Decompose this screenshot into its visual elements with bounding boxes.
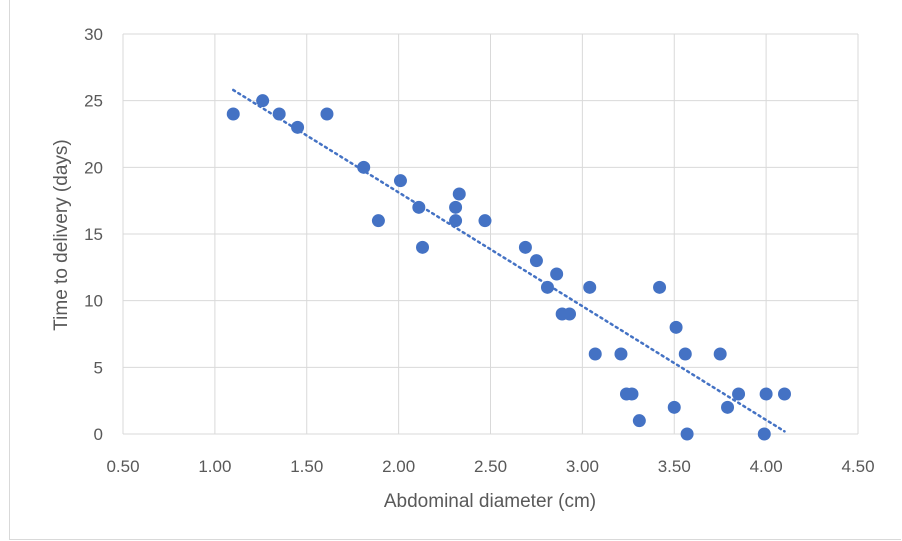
x-tick-label: 2.00 xyxy=(382,457,415,476)
y-tick-label: 5 xyxy=(94,358,103,377)
data-points xyxy=(226,94,791,441)
data-point xyxy=(449,200,463,214)
trendline xyxy=(232,88,786,433)
y-tick-label: 0 xyxy=(94,425,103,444)
data-point xyxy=(680,427,694,441)
data-point xyxy=(713,347,727,361)
data-point xyxy=(669,320,683,334)
y-tick-label: 30 xyxy=(84,25,103,44)
data-point xyxy=(667,400,681,414)
data-point xyxy=(452,187,466,201)
data-point xyxy=(416,240,430,254)
x-tick-label: 0.50 xyxy=(106,457,139,476)
y-tick-label: 15 xyxy=(84,225,103,244)
data-point xyxy=(320,107,334,121)
data-point xyxy=(256,94,270,108)
data-point xyxy=(226,107,240,121)
data-point xyxy=(550,267,564,281)
data-point xyxy=(291,120,305,134)
data-point xyxy=(449,214,463,228)
data-point xyxy=(614,347,628,361)
data-point xyxy=(678,347,692,361)
data-point xyxy=(778,387,791,401)
data-point xyxy=(540,280,554,294)
y-tick-label: 10 xyxy=(84,292,103,311)
data-point xyxy=(625,387,639,401)
x-tick-label: 4.00 xyxy=(750,457,783,476)
x-tick-labels: 0.50 1.00 1.50 2.00 2.50 3.00 3.50 4.00 4.50 xyxy=(106,457,874,476)
x-tick-label: 1.00 xyxy=(198,457,231,476)
data-point xyxy=(563,307,577,321)
x-tick-label: 3.00 xyxy=(566,457,599,476)
data-point xyxy=(759,387,773,401)
data-point xyxy=(721,400,735,414)
data-point xyxy=(653,280,667,294)
chart-frame xyxy=(9,0,901,540)
data-point xyxy=(529,254,543,268)
y-tick-label: 20 xyxy=(84,158,103,177)
data-point xyxy=(272,107,286,121)
y-tick-labels: 0 5 10 15 20 25 30 xyxy=(84,25,103,444)
x-tick-label: 4.50 xyxy=(841,457,874,476)
data-point xyxy=(732,387,746,401)
x-tick-label: 3.50 xyxy=(658,457,691,476)
data-point xyxy=(357,160,371,174)
y-axis-title: Time to delivery (days) xyxy=(51,139,72,330)
data-point xyxy=(588,347,602,361)
x-tick-label: 1.50 xyxy=(290,457,323,476)
data-point xyxy=(371,214,385,228)
data-point xyxy=(583,280,597,294)
x-tick-label: 2.50 xyxy=(474,457,507,476)
y-tick-label: 25 xyxy=(84,92,103,111)
data-point xyxy=(393,174,407,188)
data-point xyxy=(632,414,646,428)
data-point xyxy=(518,240,532,254)
data-point xyxy=(478,214,492,228)
x-axis-title: Abdominal diameter (cm) xyxy=(384,491,596,512)
trendline-layer xyxy=(232,88,786,433)
data-point xyxy=(412,200,426,214)
data-point xyxy=(757,427,771,441)
grid xyxy=(122,33,859,435)
